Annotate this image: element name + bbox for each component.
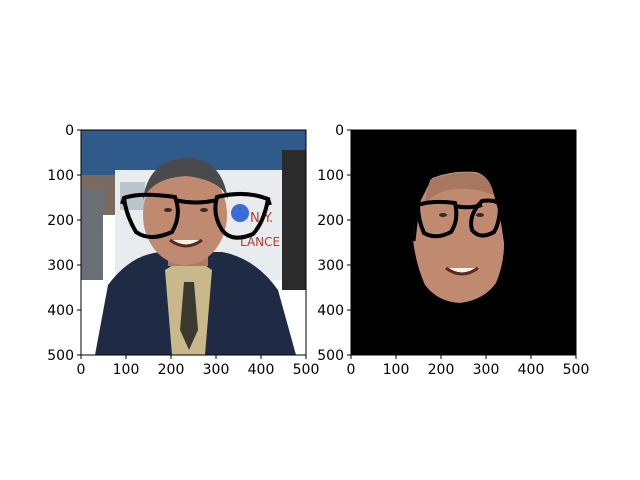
left-x-tick-label: 400 — [248, 362, 275, 378]
left-x-tick-label: 100 — [113, 362, 140, 378]
left-x-tick-label: 0 — [77, 362, 86, 378]
right-x-tick-label: 100 — [383, 362, 410, 378]
right-y-tick-label: 400 — [317, 303, 344, 319]
right-y-tick-label: 100 — [317, 168, 344, 184]
left-x-tick-label: 200 — [158, 362, 185, 378]
right-x-tick-label: 500 — [563, 362, 590, 378]
right-y-tick-label: 500 — [317, 348, 344, 364]
right-face-mask — [413, 171, 505, 303]
right-y-tick-label: 0 — [335, 123, 344, 139]
right-y-axis: 0 100 200 300 400 500 — [317, 123, 351, 364]
left-x-axis: 0 100 200 300 400 500 — [77, 355, 320, 378]
right-y-tick-label: 300 — [317, 258, 344, 274]
right-image-panel: 0 100 200 300 400 500 0 100 200 300 400 500 — [317, 123, 589, 378]
right-x-axis: 0 100 200 300 400 500 — [347, 355, 590, 378]
left-y-tick-label: 0 — [65, 123, 74, 139]
left-y-tick-label: 400 — [47, 303, 74, 319]
left-y-tick-label: 100 — [47, 168, 74, 184]
right-x-tick-label: 0 — [347, 362, 356, 378]
left-photo: N.Y. LANCE — [81, 130, 306, 355]
left-axes-frame — [80, 129, 307, 356]
left-x-tick-label: 300 — [203, 362, 230, 378]
right-axes-frame — [350, 129, 577, 356]
right-y-tick-label: 200 — [317, 213, 344, 229]
left-x-tick-label: 500 — [293, 362, 320, 378]
left-y-tick-label: 200 — [47, 213, 74, 229]
left-y-tick-label: 500 — [47, 348, 74, 364]
svg-text:LANCE: LANCE — [240, 235, 280, 249]
right-x-tick-label: 200 — [428, 362, 455, 378]
left-y-tick-label: 300 — [47, 258, 74, 274]
right-x-tick-label: 400 — [518, 362, 545, 378]
left-y-axis: 0 100 200 300 400 500 — [47, 123, 81, 364]
left-image-panel: N.Y. LANCE — [47, 123, 319, 378]
left-glasses-overlay — [120, 192, 272, 240]
right-glasses-overlay — [412, 198, 508, 247]
right-x-tick-label: 300 — [473, 362, 500, 378]
